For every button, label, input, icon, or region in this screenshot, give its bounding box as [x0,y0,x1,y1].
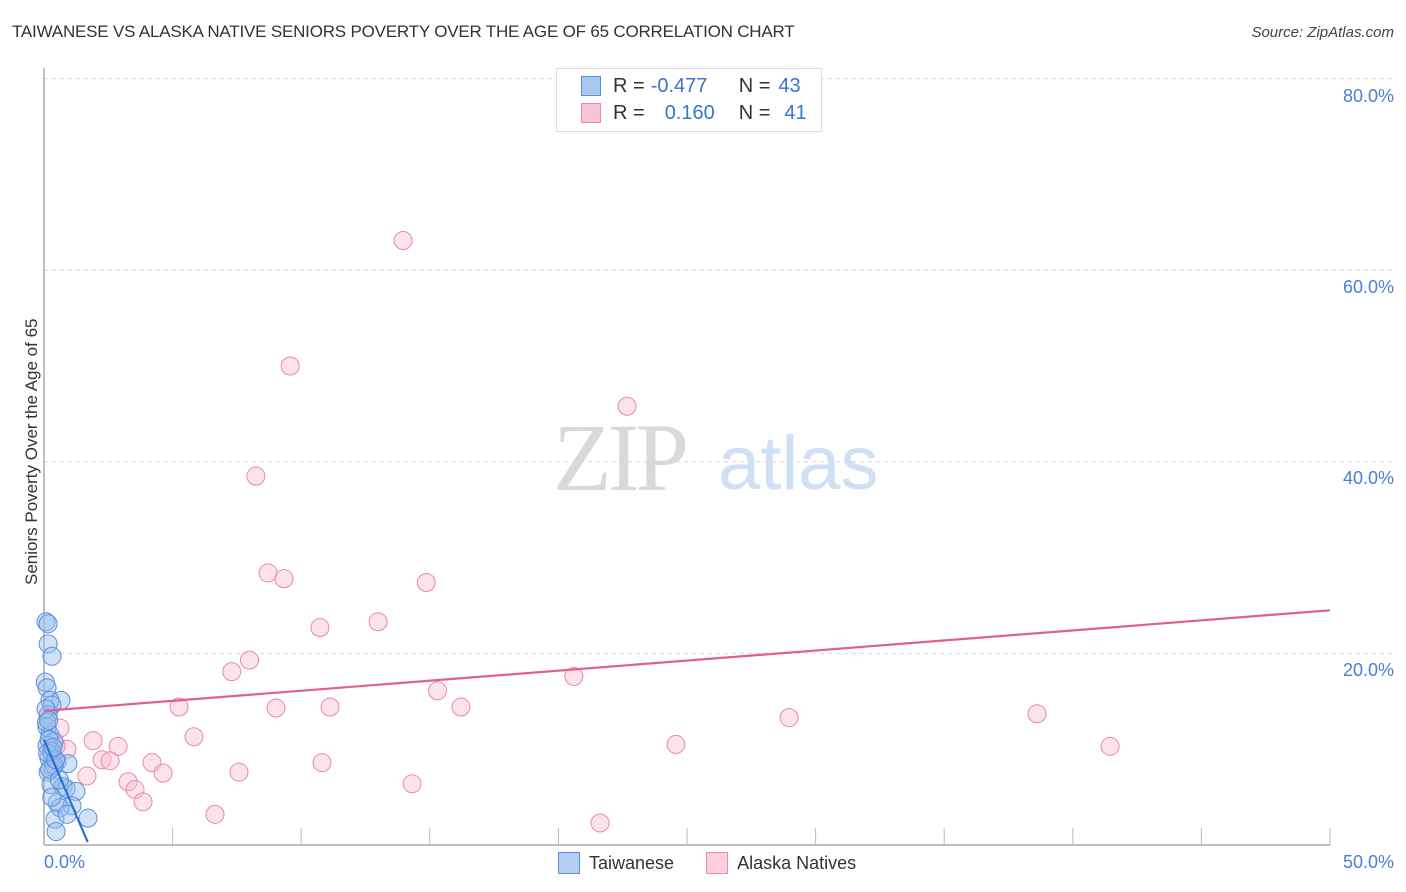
r-value-alaska-natives: 0.160 [664,101,715,124]
series-legend: Taiwanese Alaska Natives [558,852,888,874]
n-value-alaska-natives: 41 [784,101,807,124]
taiwanese-swatch-icon [558,852,580,874]
taiwanese-swatch-icon [581,76,601,96]
alaska-natives-swatch-icon [706,852,729,874]
legend-item-taiwanese[interactable]: Taiwanese [558,852,674,874]
r-value-taiwanese: -0.477 [650,74,708,97]
x-tick-50: 50.0% [1342,852,1394,872]
watermark-atlas: atlas [718,421,879,506]
y-tick-20: 20.0% [1342,660,1394,680]
n-label: N = [738,101,771,124]
source-label: Source: ZipAtlas.com [1251,24,1394,41]
correlation-legend: R = -0.477 N = 43 R = 0.160 N = 41 [556,68,822,132]
chart-title: TAIWANESE VS ALASKA NATIVE SENIORS POVER… [12,22,795,41]
alaska-natives-swatch-icon [581,103,601,123]
legend-item-alaska-natives[interactable]: Alaska Natives [706,852,856,874]
n-value-taiwanese: 43 [778,74,801,97]
y-axis-label: Seniors Poverty Over the Age of 65 [22,318,41,585]
y-tick-40: 40.0% [1342,468,1394,488]
legend-row-alaska-natives: R = 0.160 N = 41 [581,100,807,126]
r-label: R = [613,74,645,97]
n-label: N = [738,74,771,97]
legend-row-taiwanese: R = -0.477 N = 43 [581,73,801,99]
legend-label-alaska-natives: Alaska Natives [737,852,857,873]
y-tick-60: 60.0% [1342,277,1394,297]
y-tick-80: 80.0% [1342,86,1394,106]
r-label: R = [613,101,645,124]
x-tick-0: 0.0% [44,852,86,872]
trend-lines [42,609,1331,843]
watermark-zip: ZIP [553,404,689,511]
alaska-natives-points [38,231,1120,833]
axes [43,68,1331,846]
gridlines [44,78,1392,654]
legend-label-taiwanese: Taiwanese [589,852,675,873]
